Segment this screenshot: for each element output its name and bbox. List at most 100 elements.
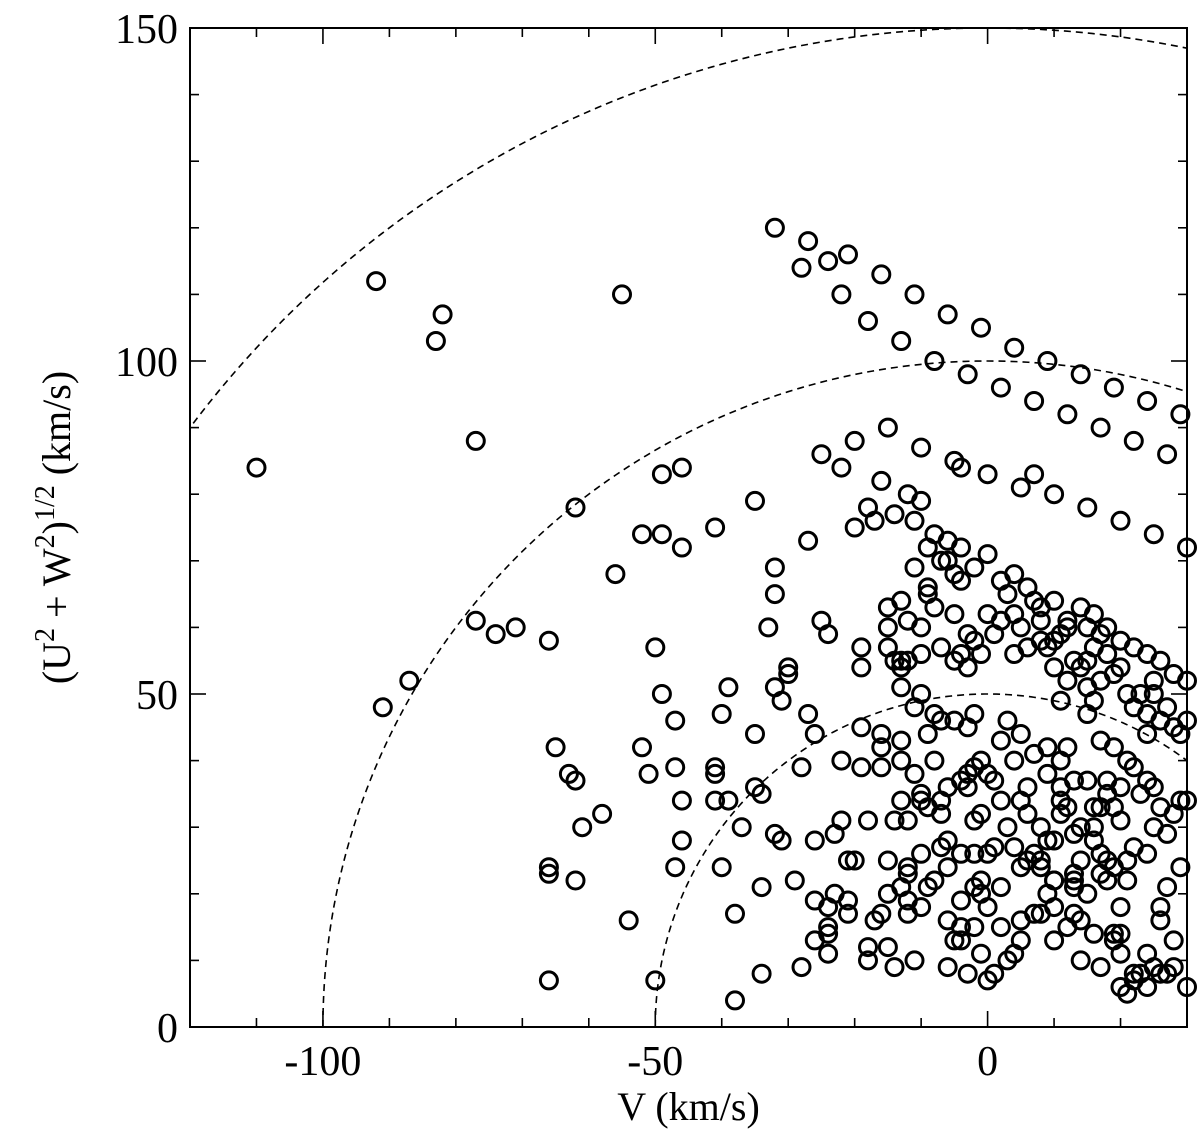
data-point [771,690,792,711]
x-tick-label: -50 [627,1039,683,1085]
data-point [764,584,785,605]
y-title-prefix: (U [34,642,79,684]
x-tick-label: -100 [284,1039,361,1085]
data-point [1123,430,1144,451]
data-point [465,430,486,451]
data-point [858,950,878,971]
data-point [1163,930,1184,951]
data-point [977,897,998,918]
data-point [1150,910,1171,931]
data-point [997,710,1018,731]
data-point [751,877,772,898]
y-tick-label: 50 [136,673,178,719]
data-point [1097,644,1118,664]
data-point [538,630,559,651]
data-point [831,457,852,478]
svg-text:(U2 + W2)1/2 (km/s): (U2 + W2)1/2 (km/s) [30,371,79,684]
data-point [891,730,912,751]
data-point [904,697,925,718]
data-point [651,524,672,545]
data-point [651,464,672,485]
data-point [1117,750,1138,771]
data-point [1117,870,1138,891]
data-point [971,317,991,338]
data-point [951,890,971,911]
data-point [977,843,998,864]
data-point [891,657,912,678]
data-point [784,870,805,891]
y-axis-title: (U2 + W2)1/2 (km/s) [30,371,79,684]
data-point [937,857,958,878]
data-point [838,850,858,871]
data-point [1044,930,1065,951]
data-point [764,217,785,238]
data-point [1090,843,1111,864]
data-point [612,284,632,305]
data-point [818,251,839,272]
data-point [1083,817,1104,838]
data-point [844,517,865,538]
data-points [246,217,1197,1011]
data-point [911,490,932,511]
data-point [671,790,692,811]
data-point [1004,943,1025,964]
data-point [1130,783,1151,804]
data-point [1157,877,1178,898]
data-point [931,550,952,571]
data-point [1037,830,1058,851]
reference-circles [190,28,1187,1027]
data-point [891,790,912,811]
data-point [1064,823,1084,844]
data-point [432,304,453,325]
data-point [778,657,799,678]
data-point [1057,404,1078,425]
data-point [1070,817,1091,838]
data-point [1037,883,1058,904]
data-point [944,450,965,471]
data-point [538,857,559,878]
data-point [1024,843,1045,864]
data-point [951,930,971,951]
data-point [718,677,739,698]
data-point [399,670,420,691]
data-point [1070,364,1091,385]
data-point [1090,957,1111,978]
data-point [904,763,925,784]
data-point [1110,897,1131,918]
data-point [911,617,932,638]
reference-circle-50 [654,693,1187,1027]
data-point [1123,963,1144,984]
data-point [1110,977,1131,997]
data-point [884,650,905,671]
data-point [997,817,1018,838]
data-point [951,843,971,864]
data-point [745,490,765,511]
data-point [665,757,686,778]
data-point [884,810,905,831]
data-point [917,877,938,898]
data-point [858,937,878,958]
data-point [838,903,858,924]
y-title-sup3: 1/2 [30,485,61,521]
data-point [1137,724,1158,744]
data-point [1110,657,1131,678]
data-point [951,457,971,478]
data-point [645,637,666,658]
data-point [1083,797,1104,818]
data-point [1030,850,1051,871]
data-point [632,737,652,758]
data-point [877,937,898,958]
data-point [811,444,832,465]
data-point [705,763,726,784]
data-point [558,763,579,784]
data-point [937,304,958,325]
data-point [1030,610,1051,631]
data-point [1030,903,1051,924]
data-point [831,284,852,305]
data-point [1037,763,1058,784]
data-point [911,790,932,811]
data-point [1037,637,1058,658]
data-point [917,577,938,598]
data-point [1110,510,1131,531]
data-point [964,557,985,578]
